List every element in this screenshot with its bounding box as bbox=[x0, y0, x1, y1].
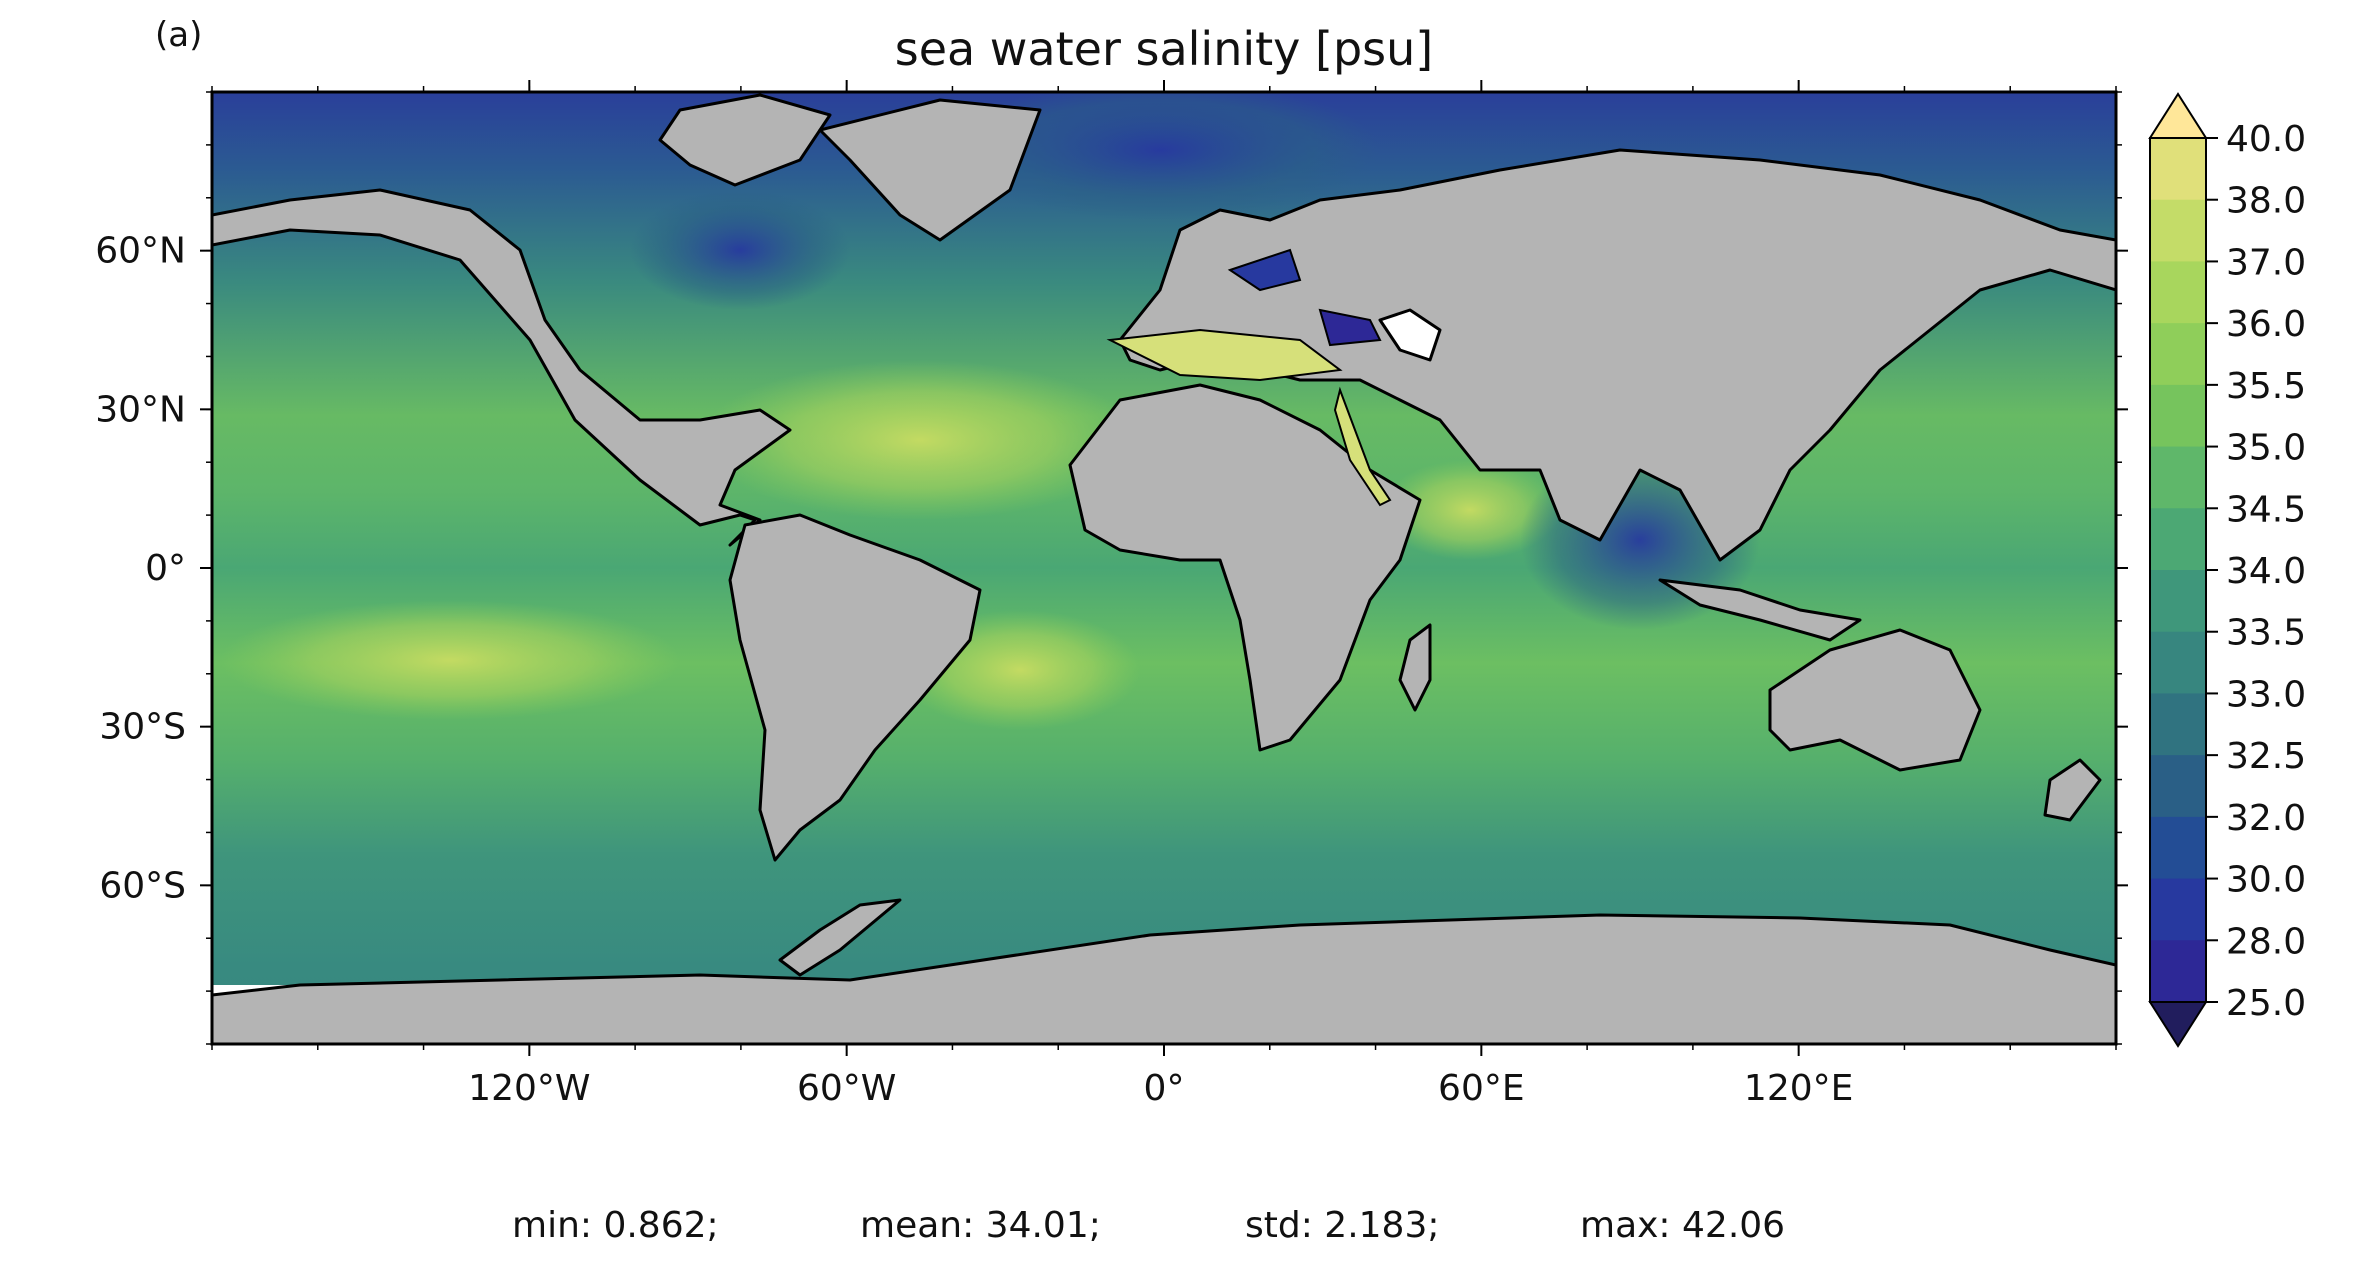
caspian-area bbox=[1378, 308, 1442, 362]
lon-tick-label: 60°W bbox=[797, 1068, 896, 1109]
land-masses bbox=[212, 93, 2116, 1044]
latitude-axis: 60°N 30°N 0° 30°S 60°S bbox=[95, 91, 2128, 1045]
map-area bbox=[212, 92, 2116, 1044]
colorbar-segment bbox=[2150, 940, 2206, 1003]
colorbar-segment bbox=[2150, 199, 2206, 262]
lon-tick-label: 120°W bbox=[468, 1068, 590, 1109]
colorbar-tick-label: 36.0 bbox=[2226, 304, 2306, 345]
colorbar-segment bbox=[2150, 508, 2206, 571]
stat-std: std: 2.183; bbox=[1245, 1205, 1440, 1246]
colorbar-tick-label: 30.0 bbox=[2226, 860, 2306, 901]
colorbar-tick-label: 33.0 bbox=[2226, 674, 2306, 715]
africa bbox=[1068, 383, 1422, 752]
colorbar-tick-label: 32.0 bbox=[2226, 798, 2306, 839]
colorbar-tick-label: 35.0 bbox=[2226, 428, 2306, 469]
mediterranean-sea bbox=[1106, 328, 1343, 382]
colorbar: 40.0 38.0 37.0 36.0 35.5 35.0 34.5 34.0 33.5 33.0… bbox=[2148, 92, 2306, 1048]
colorbar-segment bbox=[2150, 816, 2206, 880]
baltic-sea bbox=[1227, 248, 1302, 292]
arctic-fresh-region bbox=[940, 92, 1380, 220]
antarctica bbox=[212, 913, 2116, 1044]
south-america bbox=[728, 513, 982, 862]
new-zealand bbox=[2043, 758, 2102, 822]
arabian-sea-salty-region bbox=[1380, 460, 1560, 560]
colorbar-segment bbox=[2150, 878, 2206, 941]
colorbar-under-triangle bbox=[2148, 1001, 2208, 1048]
colorbar-segment bbox=[2150, 138, 2206, 201]
colorbar-tick-label: 33.5 bbox=[2226, 613, 2306, 654]
lat-tick-label: 60°S bbox=[99, 865, 186, 906]
antarctic-peninsula bbox=[778, 898, 902, 977]
map-title: sea water salinity [psu] bbox=[894, 22, 1434, 76]
colorbar-segment bbox=[2150, 693, 2206, 756]
colorbar-segment bbox=[2150, 446, 2206, 509]
colorbar-tick-label: 25.0 bbox=[2226, 983, 2306, 1024]
lon-tick-label: 120°E bbox=[1744, 1068, 1853, 1109]
colorbar-tick-label: 32.5 bbox=[2226, 736, 2306, 777]
panel-label: (a) bbox=[155, 15, 203, 55]
lon-tick-label: 60°E bbox=[1438, 1068, 1525, 1109]
colorbar-segment bbox=[2150, 631, 2206, 694]
longitude-axis: 120°W 60°W 0° 60°E 120°E bbox=[211, 80, 2117, 1109]
indonesia bbox=[1658, 578, 1862, 642]
greenland bbox=[818, 98, 1042, 242]
colorbar-segment bbox=[2150, 323, 2206, 386]
eurasia bbox=[1118, 148, 2116, 562]
colorbar-tick-label: 40.0 bbox=[2226, 119, 2306, 160]
red-sea bbox=[1333, 386, 1392, 507]
black-sea bbox=[1318, 308, 1382, 347]
north-atlantic-salty-region bbox=[700, 360, 1140, 520]
south-pacific-salty-region bbox=[220, 600, 680, 720]
lon-tick-label: 0° bbox=[1144, 1068, 1185, 1109]
colorbar-tick-label: 34.0 bbox=[2226, 551, 2306, 592]
stat-min: min: 0.862; bbox=[512, 1205, 719, 1246]
colorbar-tick-label: 37.0 bbox=[2226, 242, 2306, 283]
lat-tick-label: 0° bbox=[145, 548, 186, 589]
stat-max: max: 42.06 bbox=[1580, 1205, 1786, 1246]
stat-mean: mean: 34.01; bbox=[860, 1205, 1101, 1246]
lat-tick-label: 30°N bbox=[95, 389, 186, 430]
lat-tick-label: 60°N bbox=[95, 231, 186, 272]
australia bbox=[1768, 628, 1982, 772]
colorbar-tick-label: 34.5 bbox=[2226, 489, 2306, 530]
madagascar bbox=[1398, 623, 1432, 712]
north-america bbox=[212, 188, 792, 547]
colorbar-tick-label: 35.5 bbox=[2226, 366, 2306, 407]
colorbar-segment bbox=[2150, 261, 2206, 324]
colorbar-segment bbox=[2150, 570, 2206, 633]
canadian-archipelago bbox=[658, 93, 832, 187]
hudson-bay-fresh-region bbox=[630, 190, 850, 310]
colorbar-segment bbox=[2150, 755, 2206, 818]
colorbar-tick-label: 28.0 bbox=[2226, 921, 2306, 962]
colorbar-segment bbox=[2150, 384, 2206, 448]
colorbar-tick-label: 38.0 bbox=[2226, 181, 2306, 222]
lat-tick-label: 30°S bbox=[99, 707, 186, 748]
colorbar-over-triangle bbox=[2148, 92, 2208, 139]
